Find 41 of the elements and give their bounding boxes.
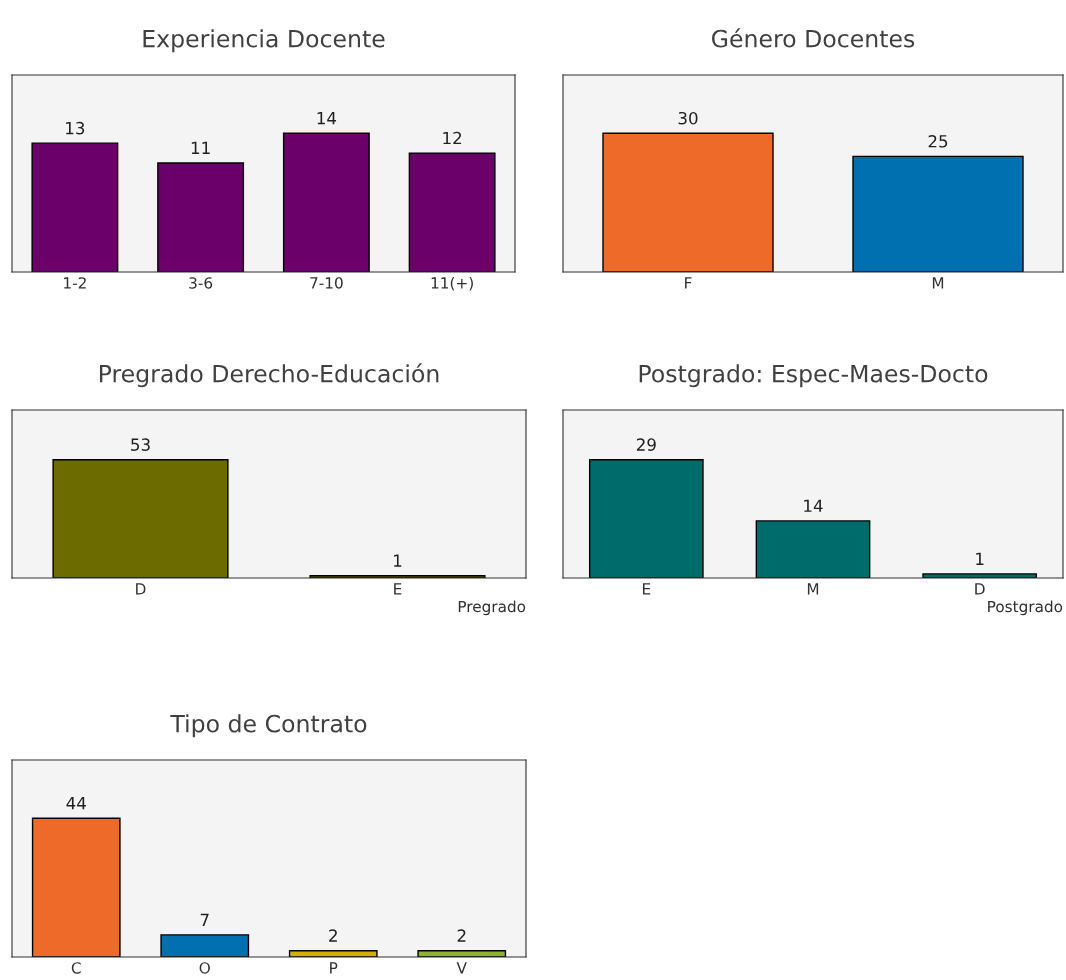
chart-title: Pregrado Derecho-Educación [99, 363, 439, 388]
chart-title: Género Docentes [712, 28, 915, 48]
data-label: 1 [394, 554, 402, 567]
chart-title: Tipo de Contrato [170, 714, 367, 738]
data-label: 11 [191, 141, 210, 154]
x-tick-label: P [330, 962, 338, 974]
x-tick-label: C [71, 962, 81, 974]
bar [157, 162, 245, 272]
x-tick-label: 1-2 [64, 277, 86, 289]
chart-title: Postgrado: Espec-Maes-Docto [639, 364, 988, 388]
data-label: 1 [976, 552, 984, 565]
x-tick-label: O [199, 962, 210, 974]
x-axis-title: Postgrado [988, 600, 1063, 616]
x-tick-label: M [807, 583, 819, 595]
data-label: 53 [131, 438, 150, 451]
bar [31, 142, 119, 272]
data-label: 7 [200, 913, 209, 926]
x-tick-label: V [456, 962, 467, 974]
data-label: 2 [457, 929, 466, 942]
data-label: 2 [329, 929, 337, 942]
x-tick-label: M [932, 277, 944, 289]
chart-title: Experiencia Docente [143, 29, 385, 53]
x-tick-label: E [394, 583, 402, 595]
data-label: 44 [66, 797, 86, 810]
x-axis-title: Pregrado [458, 600, 526, 616]
data-label: 25 [928, 135, 948, 148]
x-tick-label: 7-10 [310, 277, 343, 289]
x-tick-label: D [975, 583, 985, 595]
data-label: 30 [678, 111, 698, 125]
data-label: 29 [636, 438, 656, 451]
x-tick-label: D [136, 583, 146, 595]
x-tick-label: F [685, 277, 692, 289]
bar [282, 132, 370, 272]
x-tick-label: 3-6 [189, 277, 213, 289]
x-tick-label: 11(+) [431, 276, 473, 291]
data-label: 14 [317, 112, 337, 125]
data-label: 14 [804, 499, 823, 512]
data-label: 12 [443, 131, 462, 145]
x-tick-label: E [643, 583, 651, 595]
data-label: 13 [66, 121, 85, 135]
bar [408, 152, 496, 272]
